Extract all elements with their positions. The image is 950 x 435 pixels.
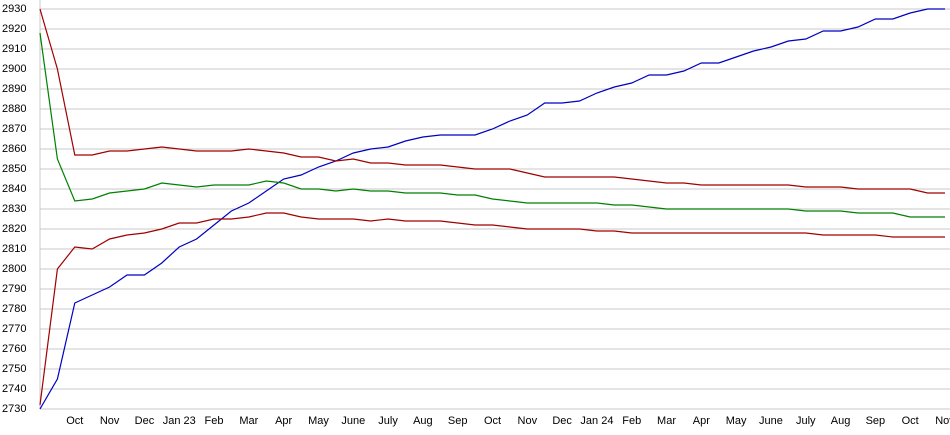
series-line <box>39 8 945 410</box>
series-line <box>39 8 945 194</box>
x-tick-label: Apr <box>275 415 292 427</box>
y-tick-label: 2760 <box>2 343 26 355</box>
x-tick-label: July <box>796 415 816 427</box>
y-tick-label: 2750 <box>2 363 26 375</box>
x-tick-label: May <box>308 415 329 427</box>
y-tick-label: 2790 <box>2 283 26 295</box>
y-tick-label: 2740 <box>2 383 26 395</box>
y-tick-label: 2920 <box>2 23 26 35</box>
y-tick-label: 2770 <box>2 323 26 335</box>
x-tick-label: Aug <box>831 415 851 427</box>
x-tick-label: Oct <box>66 415 83 427</box>
x-tick-label: Oct <box>484 415 501 427</box>
x-tick-label: Feb <box>205 415 224 427</box>
y-tick-label: 2930 <box>2 3 26 15</box>
y-tick-label: 2830 <box>2 203 26 215</box>
y-tick-label: 2840 <box>2 183 26 195</box>
y-tick-label: 2730 <box>2 403 26 415</box>
y-tick-label: 2890 <box>2 83 26 95</box>
y-tick-label: 2910 <box>2 43 26 55</box>
x-tick-label: Apr <box>693 415 710 427</box>
x-tick-label: Aug <box>413 415 433 427</box>
x-tick-label: Jan 23 <box>163 415 196 427</box>
x-tick-label: Jan 24 <box>580 415 613 427</box>
x-tick-label: Mar <box>657 415 676 427</box>
x-tick-label: June <box>341 415 365 427</box>
x-tick-label: May <box>726 415 747 427</box>
x-tick-label: Mar <box>239 415 258 427</box>
x-tick-label: Sep <box>866 415 886 427</box>
x-tick-label: Nov <box>935 415 950 427</box>
y-tick-label: 2850 <box>2 163 26 175</box>
y-tick-label: 2820 <box>2 223 26 235</box>
x-tick-label: Dec <box>552 415 572 427</box>
y-tick-label: 2860 <box>2 143 26 155</box>
y-tick-label: 2800 <box>2 263 26 275</box>
x-tick-label: Feb <box>622 415 641 427</box>
y-tick-label: 2780 <box>2 303 26 315</box>
x-tick-label: July <box>378 415 398 427</box>
y-tick-label: 2880 <box>2 103 26 115</box>
x-tick-label: Nov <box>100 415 120 427</box>
y-tick-label: 2870 <box>2 123 26 135</box>
series-line <box>39 32 945 218</box>
y-tick-label: 2900 <box>2 63 26 75</box>
x-tick-label: Nov <box>518 415 538 427</box>
x-tick-label: Dec <box>135 415 155 427</box>
x-tick-label: Oct <box>902 415 919 427</box>
y-tick-label: 2810 <box>2 243 26 255</box>
x-tick-label: June <box>759 415 783 427</box>
series-line <box>39 212 945 406</box>
x-tick-label: Sep <box>448 415 468 427</box>
